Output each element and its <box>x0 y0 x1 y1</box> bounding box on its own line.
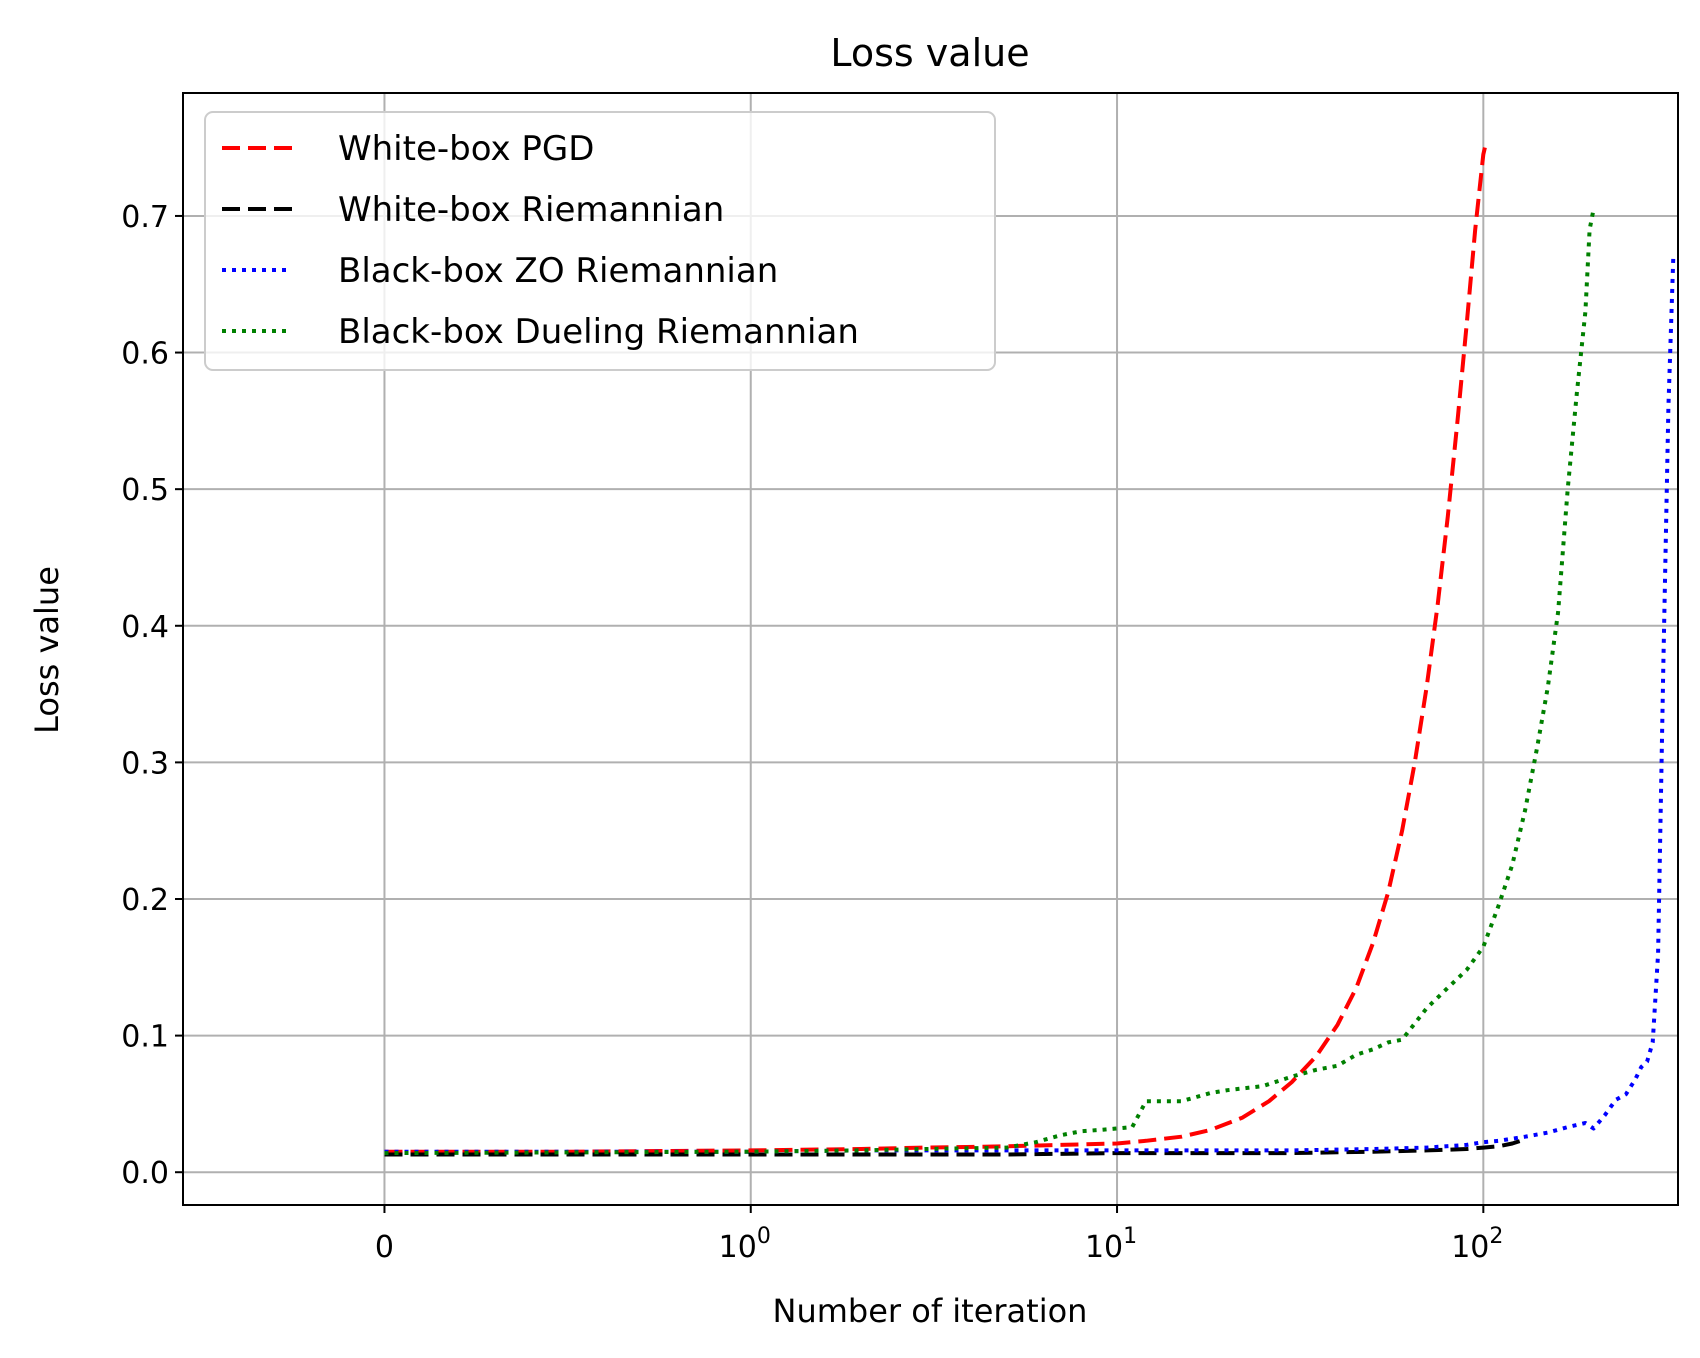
y-tick-label: 0.7 <box>121 200 169 235</box>
y-axis-label: Loss value <box>28 566 66 734</box>
y-tick-label: 0.0 <box>121 1156 169 1191</box>
series-layer <box>384 147 1676 1157</box>
x-tick-label: 102 <box>1451 1224 1503 1265</box>
y-tick-label: 0.6 <box>121 337 169 372</box>
x-tick-label: 100 <box>719 1224 771 1265</box>
x-tick-label: 0 <box>375 1230 394 1265</box>
legend-label: Black-box Dueling Riemannian <box>338 312 859 352</box>
y-tick-label: 0.2 <box>121 883 169 918</box>
legend-label: White-box Riemannian <box>338 190 724 230</box>
tick-layer: 0.0 0.1 0.2 0.3 0.4 0.5 0.6 0.7 0 100 101 102 <box>121 200 1503 1265</box>
x-axis-label: Number of iteration <box>773 1292 1088 1330</box>
legend: White-box PGD White-box Riemannian Black-b… <box>204 111 996 371</box>
y-tick-label: 0.5 <box>121 473 169 508</box>
y-tick-label: 0.4 <box>121 610 169 645</box>
chart-title: Loss value <box>830 31 1029 75</box>
series-line-1 <box>384 147 1487 1154</box>
x-tick-label: 101 <box>1085 1224 1137 1265</box>
y-tick-label: 0.1 <box>121 1020 169 1055</box>
legend-label: Black-box ZO Riemannian <box>338 251 778 291</box>
legend-label: White-box PGD <box>338 129 594 169</box>
legend-box <box>204 111 996 371</box>
plot-frame <box>182 92 1679 1206</box>
series-line-3 <box>384 256 1676 1154</box>
y-tick-label: 0.3 <box>121 746 169 781</box>
series-line-2 <box>384 1137 1526 1157</box>
